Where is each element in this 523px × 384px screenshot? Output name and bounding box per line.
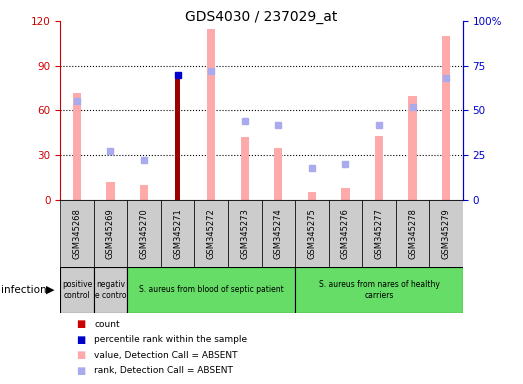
Text: ▶: ▶	[46, 285, 54, 295]
Text: value, Detection Call = ABSENT: value, Detection Call = ABSENT	[94, 351, 237, 360]
Bar	[295, 267, 463, 313]
Text: GSM345270: GSM345270	[140, 208, 149, 259]
Bar	[408, 96, 417, 200]
Bar	[241, 137, 249, 200]
Text: positive
control: positive control	[62, 280, 92, 300]
Text: GSM345272: GSM345272	[207, 208, 215, 259]
Bar	[274, 147, 282, 200]
Text: S. aureus from blood of septic patient: S. aureus from blood of septic patient	[139, 285, 283, 295]
Text: GSM345274: GSM345274	[274, 208, 283, 259]
Text: ■: ■	[76, 319, 85, 329]
Bar	[175, 76, 180, 200]
Text: GSM345273: GSM345273	[240, 208, 249, 259]
Text: rank, Detection Call = ABSENT: rank, Detection Call = ABSENT	[94, 366, 233, 375]
Text: GDS4030 / 237029_at: GDS4030 / 237029_at	[185, 10, 338, 23]
Text: GSM345268: GSM345268	[72, 208, 82, 259]
Text: S. aureus from nares of healthy
carriers: S. aureus from nares of healthy carriers	[319, 280, 439, 300]
Text: ■: ■	[76, 350, 85, 360]
Bar	[429, 200, 463, 267]
Bar	[140, 185, 148, 200]
Text: GSM345277: GSM345277	[374, 208, 383, 259]
Bar	[308, 192, 316, 200]
Bar	[207, 28, 215, 200]
Text: GSM345271: GSM345271	[173, 208, 182, 259]
Text: GSM345276: GSM345276	[341, 208, 350, 259]
Text: percentile rank within the sample: percentile rank within the sample	[94, 335, 247, 344]
Bar	[94, 200, 127, 267]
Text: ■: ■	[76, 366, 85, 376]
Bar	[262, 200, 295, 267]
Bar	[195, 200, 228, 267]
Bar	[228, 200, 262, 267]
Bar	[375, 136, 383, 200]
Bar	[396, 200, 429, 267]
Bar	[328, 200, 362, 267]
Text: GSM345269: GSM345269	[106, 208, 115, 259]
Bar	[60, 200, 94, 267]
Bar	[442, 36, 450, 200]
Text: negativ
e contro: negativ e contro	[95, 280, 126, 300]
Bar	[127, 200, 161, 267]
Bar	[60, 267, 94, 313]
Bar	[295, 200, 328, 267]
Text: GSM345279: GSM345279	[441, 208, 451, 259]
Text: GSM345278: GSM345278	[408, 208, 417, 259]
Bar	[73, 93, 81, 200]
Text: ■: ■	[76, 335, 85, 345]
Bar	[127, 267, 295, 313]
Bar	[362, 200, 396, 267]
Bar	[161, 200, 195, 267]
Text: count: count	[94, 320, 120, 329]
Bar	[341, 188, 349, 200]
Text: GSM345275: GSM345275	[308, 208, 316, 259]
Bar	[94, 267, 127, 313]
Bar	[106, 182, 115, 200]
Text: infection: infection	[1, 285, 47, 295]
